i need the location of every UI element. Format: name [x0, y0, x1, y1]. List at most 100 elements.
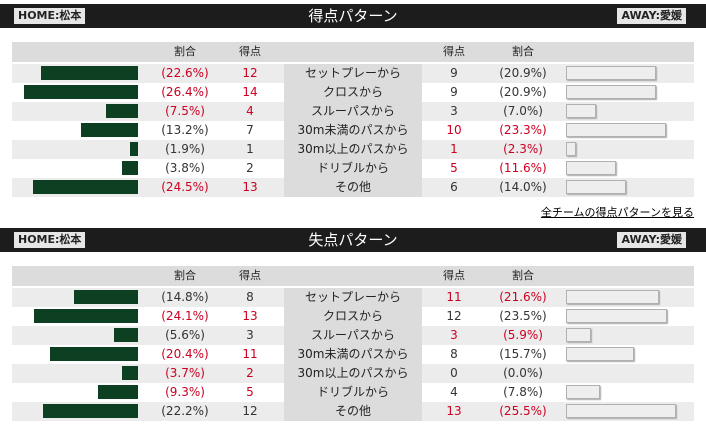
home-count-header: 得点 — [239, 45, 261, 58]
away-count-header: 得点 — [443, 269, 465, 282]
home-bar — [106, 104, 138, 118]
table-row: (3.7%) 2 30m以上のパスから 0 (0.0%) — [12, 364, 694, 383]
home-bar — [34, 309, 138, 323]
home-count: 14 — [242, 85, 258, 99]
away-pct: (7.0%) — [503, 104, 543, 118]
all-teams-scoring-link[interactable]: 全チームの得点パターンを見る — [540, 206, 694, 219]
section-title: 失点パターン — [308, 231, 398, 249]
away-count-header: 得点 — [443, 45, 465, 58]
away-pct: (23.5%) — [499, 309, 547, 323]
home-bar — [43, 404, 138, 418]
home-count: 12 — [242, 66, 258, 80]
away-bar — [566, 290, 659, 304]
table-row: (22.6%) 12 セットプレーから 9 (20.9%) — [12, 64, 694, 83]
away-count: 3 — [450, 104, 458, 118]
home-bar — [74, 290, 138, 304]
home-count: 5 — [246, 385, 254, 399]
home-count: 2 — [246, 366, 254, 380]
home-pct: (24.5%) — [161, 180, 209, 194]
pattern-label: その他 — [284, 178, 422, 197]
away-count: 9 — [450, 85, 458, 99]
home-count: 12 — [242, 404, 258, 418]
away-count: 4 — [450, 385, 458, 399]
home-pct: (9.3%) — [165, 385, 205, 399]
home-pct: (13.2%) — [161, 123, 209, 137]
away-bar — [566, 309, 667, 323]
home-pct-header: 割合 — [174, 269, 196, 282]
home-pct: (1.9%) — [165, 142, 205, 156]
pattern-label: クロスから — [284, 307, 422, 326]
home-bar — [50, 347, 138, 361]
section-title: 得点パターン — [308, 7, 398, 25]
section-title-bar: HOME:松本 失点パターン AWAY:愛媛 — [0, 228, 706, 252]
home-pct: (24.1%) — [161, 309, 209, 323]
home-pct: (3.8%) — [165, 161, 205, 175]
column-header-row — [12, 266, 694, 286]
home-team-tag: HOME:松本 — [14, 232, 86, 248]
away-count: 11 — [446, 290, 462, 304]
home-pct: (22.2%) — [161, 404, 209, 418]
away-bar — [566, 66, 656, 80]
home-pct: (7.5%) — [165, 104, 205, 118]
away-bar — [566, 85, 656, 99]
home-bar — [24, 85, 138, 99]
home-bar — [41, 66, 138, 80]
away-pct: (20.9%) — [499, 66, 547, 80]
pattern-label: クロスから — [284, 83, 422, 102]
table-row: (5.6%) 3 スルーパスから 3 (5.9%) — [12, 326, 694, 345]
home-count: 8 — [246, 290, 254, 304]
pattern-label: 30m以上のパスから — [284, 364, 422, 383]
home-pct: (5.6%) — [165, 328, 205, 342]
pattern-label: その他 — [284, 402, 422, 421]
away-count: 5 — [450, 161, 458, 175]
away-pct: (5.9%) — [503, 328, 543, 342]
away-team-tag: AWAY:愛媛 — [617, 232, 686, 248]
home-bar — [33, 180, 138, 194]
away-bar — [566, 180, 626, 194]
pattern-label: セットプレーから — [284, 288, 422, 307]
away-count: 8 — [450, 347, 458, 361]
away-count: 1 — [450, 142, 458, 156]
away-pct-header: 割合 — [512, 45, 534, 58]
home-count: 7 — [246, 123, 254, 137]
home-bar — [122, 161, 138, 175]
table-row: (1.9%) 1 30m以上のパスから 1 (2.3%) — [12, 140, 694, 159]
away-pct-header: 割合 — [512, 269, 534, 282]
home-count: 13 — [242, 180, 258, 194]
away-count: 13 — [446, 404, 462, 418]
pattern-label: 30m未満のパスから — [284, 345, 422, 364]
away-bar — [566, 328, 591, 342]
table-row: (26.4%) 14 クロスから 9 (20.9%) — [12, 83, 694, 102]
away-count: 6 — [450, 180, 458, 194]
home-count: 13 — [242, 309, 258, 323]
table-row: (14.8%) 8 セットプレーから 11 (21.6%) — [12, 288, 694, 307]
table-row: (9.3%) 5 ドリブルから 4 (7.8%) — [12, 383, 694, 402]
away-bar — [566, 404, 676, 418]
table-row: (3.8%) 2 ドリブルから 5 (11.6%) — [12, 159, 694, 178]
home-pct-header: 割合 — [174, 45, 196, 58]
pattern-label: ドリブルから — [284, 383, 422, 402]
home-bar — [98, 385, 138, 399]
home-pct: (3.7%) — [165, 366, 205, 380]
away-pct: (14.0%) — [499, 180, 547, 194]
away-count: 0 — [450, 366, 458, 380]
table-row: (22.2%) 12 その他 13 (25.5%) — [12, 402, 694, 421]
home-count: 4 — [246, 104, 254, 118]
away-count: 10 — [446, 123, 462, 137]
home-bar — [81, 123, 138, 137]
away-pct: (7.8%) — [503, 385, 543, 399]
home-bar — [114, 328, 138, 342]
pattern-label: セットプレーから — [284, 64, 422, 83]
home-pct: (26.4%) — [161, 85, 209, 99]
away-bar — [566, 123, 666, 137]
away-bar — [566, 347, 634, 361]
home-count-header: 得点 — [239, 269, 261, 282]
away-count: 9 — [450, 66, 458, 80]
pattern-table: 割合 得点 得点 割合 (14.8%) 8 セットプレーから 11 (21.6%) (24… — [12, 266, 694, 426]
home-team-tag: HOME:松本 — [14, 8, 86, 24]
away-pct: (2.3%) — [503, 142, 543, 156]
away-count: 12 — [446, 309, 462, 323]
table-row: (24.5%) 13 その他 6 (14.0%) — [12, 178, 694, 197]
away-pct: (0.0%) — [503, 366, 543, 380]
away-pct: (21.6%) — [499, 290, 547, 304]
